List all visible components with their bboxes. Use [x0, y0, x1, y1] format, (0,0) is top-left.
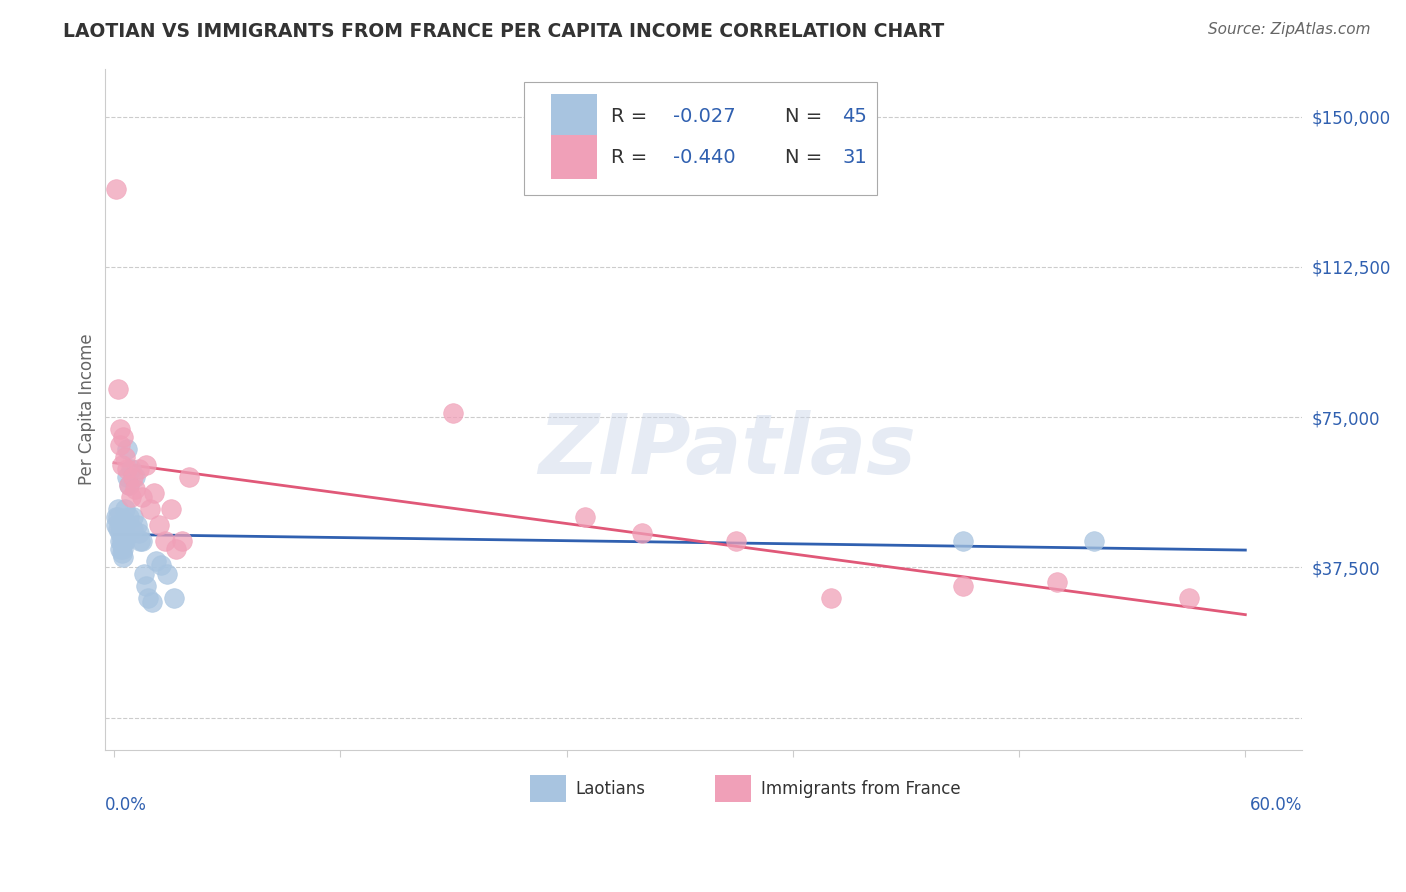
Point — [631, 526, 654, 541]
FancyBboxPatch shape — [530, 775, 565, 802]
Point — [820, 591, 842, 605]
Point — [725, 534, 748, 549]
Point — [115, 442, 138, 457]
Point — [131, 534, 153, 549]
Text: 31: 31 — [842, 147, 868, 167]
Point — [139, 502, 162, 516]
Point — [112, 531, 135, 545]
Point — [107, 523, 129, 537]
Text: 0.0%: 0.0% — [104, 797, 146, 814]
Y-axis label: Per Capita Income: Per Capita Income — [79, 334, 96, 485]
Point — [108, 438, 131, 452]
Point — [115, 470, 138, 484]
Text: R =: R = — [612, 107, 654, 126]
Point — [159, 502, 181, 516]
Point — [120, 462, 142, 476]
Point — [952, 578, 974, 592]
Text: N =: N = — [785, 107, 828, 126]
Point — [163, 591, 186, 605]
Point — [112, 430, 135, 444]
Point — [107, 382, 129, 396]
Point — [114, 515, 136, 529]
Point — [114, 534, 136, 549]
Point — [107, 510, 129, 524]
Point — [156, 566, 179, 581]
Point — [441, 406, 464, 420]
Text: Source: ZipAtlas.com: Source: ZipAtlas.com — [1208, 22, 1371, 37]
Point — [134, 566, 156, 581]
Point — [124, 483, 146, 497]
Point — [125, 518, 148, 533]
Point — [141, 594, 163, 608]
Point — [110, 534, 132, 549]
Point — [150, 558, 173, 573]
Point — [118, 510, 141, 524]
Text: LAOTIAN VS IMMIGRANTS FROM FRANCE PER CAPITA INCOME CORRELATION CHART: LAOTIAN VS IMMIGRANTS FROM FRANCE PER CA… — [63, 22, 945, 41]
Point — [1046, 574, 1069, 589]
FancyBboxPatch shape — [716, 775, 751, 802]
Point — [108, 526, 131, 541]
Point — [122, 510, 145, 524]
Point — [122, 523, 145, 537]
Text: 60.0%: 60.0% — [1250, 797, 1302, 814]
Point — [122, 470, 145, 484]
Point — [110, 531, 132, 545]
Point — [153, 534, 176, 549]
Point — [131, 491, 153, 505]
Point — [124, 470, 146, 484]
Point — [104, 182, 127, 196]
Point — [179, 470, 201, 484]
Point — [170, 534, 193, 549]
Text: R =: R = — [612, 147, 654, 167]
Point — [110, 458, 132, 473]
Point — [112, 542, 135, 557]
Point — [108, 518, 131, 533]
Point — [145, 554, 167, 568]
Point — [110, 546, 132, 560]
Point — [110, 538, 132, 552]
Point — [118, 478, 141, 492]
Point — [136, 591, 159, 605]
Point — [128, 462, 150, 476]
Point — [952, 534, 974, 549]
Point — [128, 526, 150, 541]
Point — [104, 518, 127, 533]
FancyBboxPatch shape — [523, 82, 877, 194]
FancyBboxPatch shape — [551, 135, 596, 179]
Point — [135, 578, 157, 592]
Point — [135, 458, 157, 473]
Point — [115, 462, 138, 476]
Text: -0.027: -0.027 — [673, 107, 735, 126]
Text: ZIPatlas: ZIPatlas — [538, 409, 917, 491]
Text: N =: N = — [785, 147, 834, 167]
Point — [110, 526, 132, 541]
Text: Immigrants from France: Immigrants from France — [761, 780, 960, 797]
Text: Laotians: Laotians — [575, 780, 645, 797]
Point — [1083, 534, 1105, 549]
Point — [129, 534, 152, 549]
Point — [142, 486, 165, 500]
Point — [574, 510, 596, 524]
Point — [1177, 591, 1199, 605]
Point — [112, 534, 135, 549]
Point — [112, 523, 135, 537]
FancyBboxPatch shape — [551, 94, 596, 138]
Point — [108, 422, 131, 436]
Point — [107, 502, 129, 516]
Point — [114, 526, 136, 541]
Point — [120, 491, 142, 505]
Point — [165, 542, 187, 557]
Point — [112, 550, 135, 565]
Point — [114, 450, 136, 465]
Point — [114, 502, 136, 516]
Point — [108, 542, 131, 557]
Point — [104, 510, 127, 524]
Point — [118, 478, 141, 492]
Text: -0.440: -0.440 — [673, 147, 735, 167]
Text: 45: 45 — [842, 107, 868, 126]
Point — [148, 518, 170, 533]
Point — [108, 534, 131, 549]
